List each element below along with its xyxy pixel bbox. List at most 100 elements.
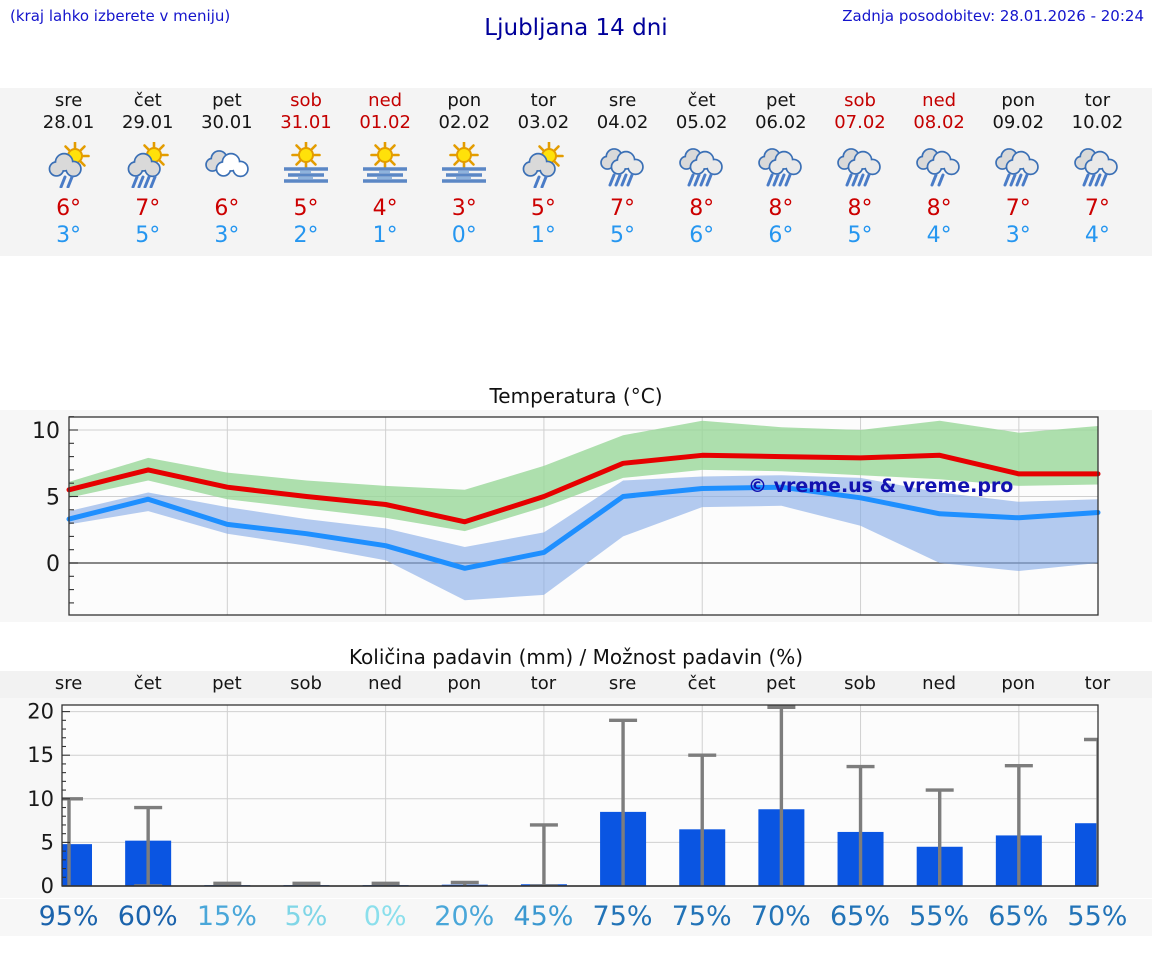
precip-day-label: pon xyxy=(1001,673,1036,694)
precip-bar xyxy=(62,844,92,886)
cloud-rain-icon xyxy=(583,134,662,196)
day-name: sre xyxy=(608,90,637,111)
day-date: 29.01 xyxy=(121,112,174,133)
temperature-band xyxy=(69,475,1098,601)
day-column: tor 03.02 5° 1° xyxy=(504,88,583,256)
precip-axis-label: 10 xyxy=(27,787,54,811)
day-date: 28.01 xyxy=(42,112,95,133)
day-date: 30.01 xyxy=(201,112,253,133)
precip-probability-label: 95% xyxy=(38,901,99,932)
precip-probability-label: 65% xyxy=(829,901,890,932)
day-name: pet xyxy=(766,90,796,111)
high-temperature: 3° xyxy=(451,196,477,221)
day-column: sob 07.02 8° 5° xyxy=(820,88,899,256)
precip-probability-label: 45% xyxy=(513,901,574,932)
day-column: pon 02.02 3° 0° xyxy=(425,88,504,256)
precip-day-label: tor xyxy=(530,673,557,694)
high-temperature: 5° xyxy=(293,196,319,221)
day-name: sre xyxy=(54,90,83,111)
day-column: sre 28.01 6° 3° xyxy=(29,88,108,256)
precip-day-label: čet xyxy=(687,673,716,694)
watermark-text: © vreme.us & vreme.pro xyxy=(748,475,1013,497)
sun-fog-icon xyxy=(266,134,345,196)
cloud-rain-icon xyxy=(1058,134,1137,196)
last-updated-text: Zadnja posodobitev: 28.01.2026 - 20:24 xyxy=(842,7,1144,25)
precip-day-label: čet xyxy=(133,673,162,694)
day-column: pon 09.02 7° 3° xyxy=(979,88,1058,256)
day-column: pet 30.01 6° 3° xyxy=(187,88,266,256)
day-date: 08.02 xyxy=(913,112,965,133)
day-date: 09.02 xyxy=(992,112,1045,133)
low-temperature: 5° xyxy=(847,223,873,248)
temperature-chart-title: Temperatura (°C) xyxy=(489,384,663,408)
low-temperature: 1° xyxy=(530,223,556,248)
high-temperature: 8° xyxy=(768,196,794,221)
day-name: pon xyxy=(1001,90,1036,111)
high-temperature: 8° xyxy=(926,196,952,221)
low-temperature: 5° xyxy=(610,223,636,248)
precip-probability-label: 75% xyxy=(671,901,732,932)
precip-day-label: ned xyxy=(368,673,403,694)
precip-day-label: sob xyxy=(844,673,876,694)
low-temperature: 6° xyxy=(768,223,794,248)
high-temperature: 5° xyxy=(530,196,556,221)
day-date: 06.02 xyxy=(755,112,807,133)
precip-day-label: ned xyxy=(922,673,957,694)
low-temperature: 3° xyxy=(56,223,82,248)
precip-axis-label: 5 xyxy=(41,830,54,854)
precip-axis-label: 20 xyxy=(27,700,54,724)
day-name: pon xyxy=(447,90,482,111)
day-column: sre 04.02 7° 5° xyxy=(583,88,662,256)
day-column: ned 01.02 4° 1° xyxy=(346,88,425,256)
precipitation-probability-row: 95% 60% 15% 5% 0% 20% 45% 75% 75% 70% 65% 55% 65% 55% xyxy=(0,899,1152,936)
cloud-rain-icon xyxy=(741,134,820,196)
high-temperature: 7° xyxy=(1005,196,1031,221)
precip-probability-label: 60% xyxy=(117,901,178,932)
precipitation-day-labels-row: sre čet pet sob ned pon tor sre čet pet sob ned pon t… xyxy=(0,671,1152,698)
day-date: 07.02 xyxy=(834,112,886,133)
high-temperature: 6° xyxy=(56,196,82,221)
temp-axis-label: 5 xyxy=(46,486,60,511)
precip-day-label: pet xyxy=(212,673,242,694)
low-temperature: 2° xyxy=(293,223,319,248)
precip-day-label: sre xyxy=(54,673,83,694)
precip-probability-label: 65% xyxy=(988,901,1049,932)
precip-probability-label: 55% xyxy=(909,901,970,932)
day-date: 03.02 xyxy=(517,112,570,133)
high-temperature: 7° xyxy=(1084,196,1110,221)
precip-probability-label: 5% xyxy=(284,901,328,932)
temperature-line xyxy=(66,484,1101,571)
day-name: čet xyxy=(687,90,716,111)
high-temperature: 8° xyxy=(847,196,873,221)
cloud-rain-icon xyxy=(662,134,741,196)
precip-probability-label: 20% xyxy=(434,901,495,932)
cloudy-icon xyxy=(187,134,266,196)
precip-probability-label: 75% xyxy=(592,901,653,932)
day-name: sob xyxy=(844,90,876,111)
precip-bar xyxy=(1075,823,1098,886)
precip-day-label: tor xyxy=(1084,673,1111,694)
high-temperature: 6° xyxy=(214,196,240,221)
day-column: sob 31.01 5° 2° xyxy=(266,88,345,256)
precip-probability-label: 0% xyxy=(363,901,407,932)
cloud-rain-icon xyxy=(820,134,899,196)
temp-axis-label: 0 xyxy=(46,552,60,577)
day-date: 05.02 xyxy=(675,112,728,133)
low-temperature: 6° xyxy=(689,223,715,248)
precip-probability-label: 70% xyxy=(750,901,811,932)
menu-hint-text: (kraj lahko izberete v meniju) xyxy=(10,7,231,25)
cloud-light-rain-icon xyxy=(900,134,979,196)
precip-day-label: sre xyxy=(608,673,637,694)
day-name: sob xyxy=(290,90,322,111)
precip-probability-label: 55% xyxy=(1067,901,1128,932)
high-temperature: 7° xyxy=(610,196,636,221)
sun-cloud-rain-icon xyxy=(108,134,187,196)
cloud-rain-icon xyxy=(979,134,1058,196)
day-name: ned xyxy=(368,90,403,111)
high-temperature: 8° xyxy=(689,196,715,221)
temp-axis-label: 10 xyxy=(32,419,60,444)
page-title: Ljubljana 14 dni xyxy=(484,15,668,41)
day-date: 10.02 xyxy=(1071,112,1124,133)
low-temperature: 3° xyxy=(1005,223,1031,248)
sun-fog-icon xyxy=(425,134,504,196)
